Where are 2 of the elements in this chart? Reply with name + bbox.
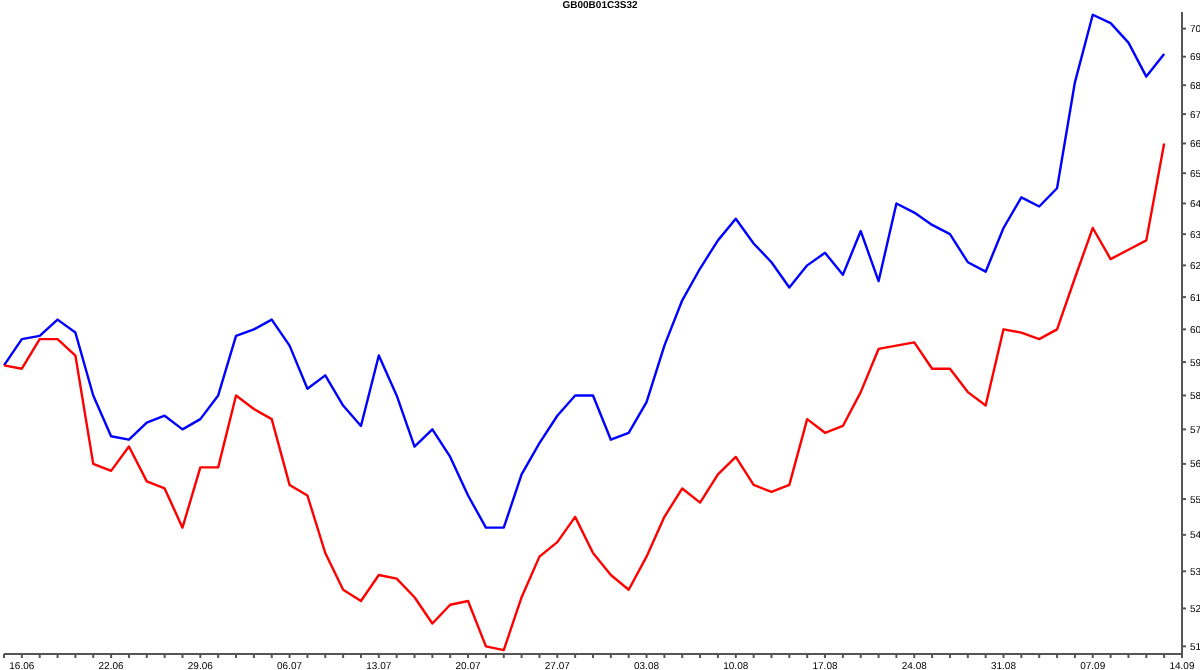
line-series bbox=[2, 13, 1166, 529]
line-series bbox=[2, 142, 1166, 652]
